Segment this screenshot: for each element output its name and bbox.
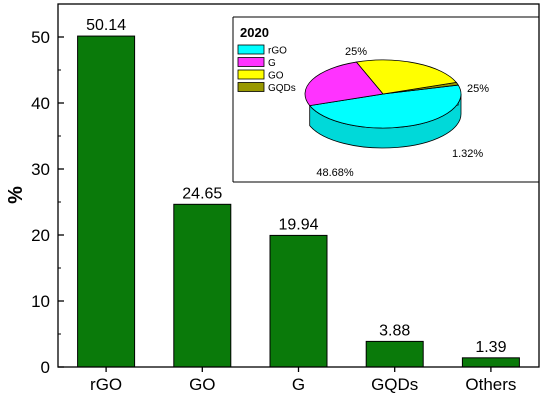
x-tick-label-go: GO xyxy=(189,375,215,394)
legend-swatch-rgo xyxy=(237,44,265,55)
value-label-g: 19.94 xyxy=(278,216,318,233)
legend-swatch-go xyxy=(237,69,265,80)
x-tick-label-rgo: rGO xyxy=(90,375,122,394)
y-tick-label: 40 xyxy=(31,94,50,113)
legend-label-gqds: GQDs xyxy=(268,83,296,94)
bar-series xyxy=(77,35,520,368)
y-tick-label: 50 xyxy=(31,28,50,47)
bar-rgo xyxy=(77,35,136,368)
pie-slice-go xyxy=(355,59,458,95)
value-label-go: 24.65 xyxy=(182,185,222,202)
y-tick-label: 20 xyxy=(31,226,50,245)
bar-others xyxy=(461,357,520,368)
pie-slice-rgo xyxy=(308,84,462,129)
legend-swatch-gqds xyxy=(237,82,265,92)
pie-label-rgo: 48.68% xyxy=(316,167,354,179)
plot-frame xyxy=(57,3,540,368)
bar-g xyxy=(269,234,328,368)
legend-swatch-g xyxy=(237,57,265,67)
legend-label-rgo: rGO xyxy=(268,46,287,57)
pie-label-go: 25% xyxy=(467,83,489,95)
pie-label-gqds: 1.32% xyxy=(452,148,483,160)
legend-label-g: G xyxy=(268,58,276,69)
value-label-rgo: 50.14 xyxy=(86,17,126,34)
bar-go xyxy=(173,203,232,368)
pie-top xyxy=(304,59,462,129)
bar-gqds xyxy=(365,340,424,368)
x-tick-label-others: Others xyxy=(465,375,516,394)
legend-label-go: GO xyxy=(268,71,284,82)
value-label-others: 1.39 xyxy=(475,339,506,356)
y-tick-label: 10 xyxy=(31,292,50,311)
pie-slice-g xyxy=(304,61,384,107)
value-labels: 50.14 24.65 19.94 3.88 1.39 xyxy=(86,17,506,356)
y-tick-label: 0 xyxy=(41,358,50,377)
value-label-gqds: 3.88 xyxy=(379,322,410,339)
x-tick-label-g: G xyxy=(292,375,305,394)
x-tick-label-gqds: GQDs xyxy=(371,375,418,394)
y-tick-label: 30 xyxy=(31,160,50,179)
pie-label-g: 25% xyxy=(345,46,367,58)
y-axis-label: % xyxy=(5,186,27,204)
axes: rGO GO G GQDs Others 0 10 20 30 40 50 xyxy=(31,3,540,394)
inset-title: 2020 xyxy=(240,25,269,40)
